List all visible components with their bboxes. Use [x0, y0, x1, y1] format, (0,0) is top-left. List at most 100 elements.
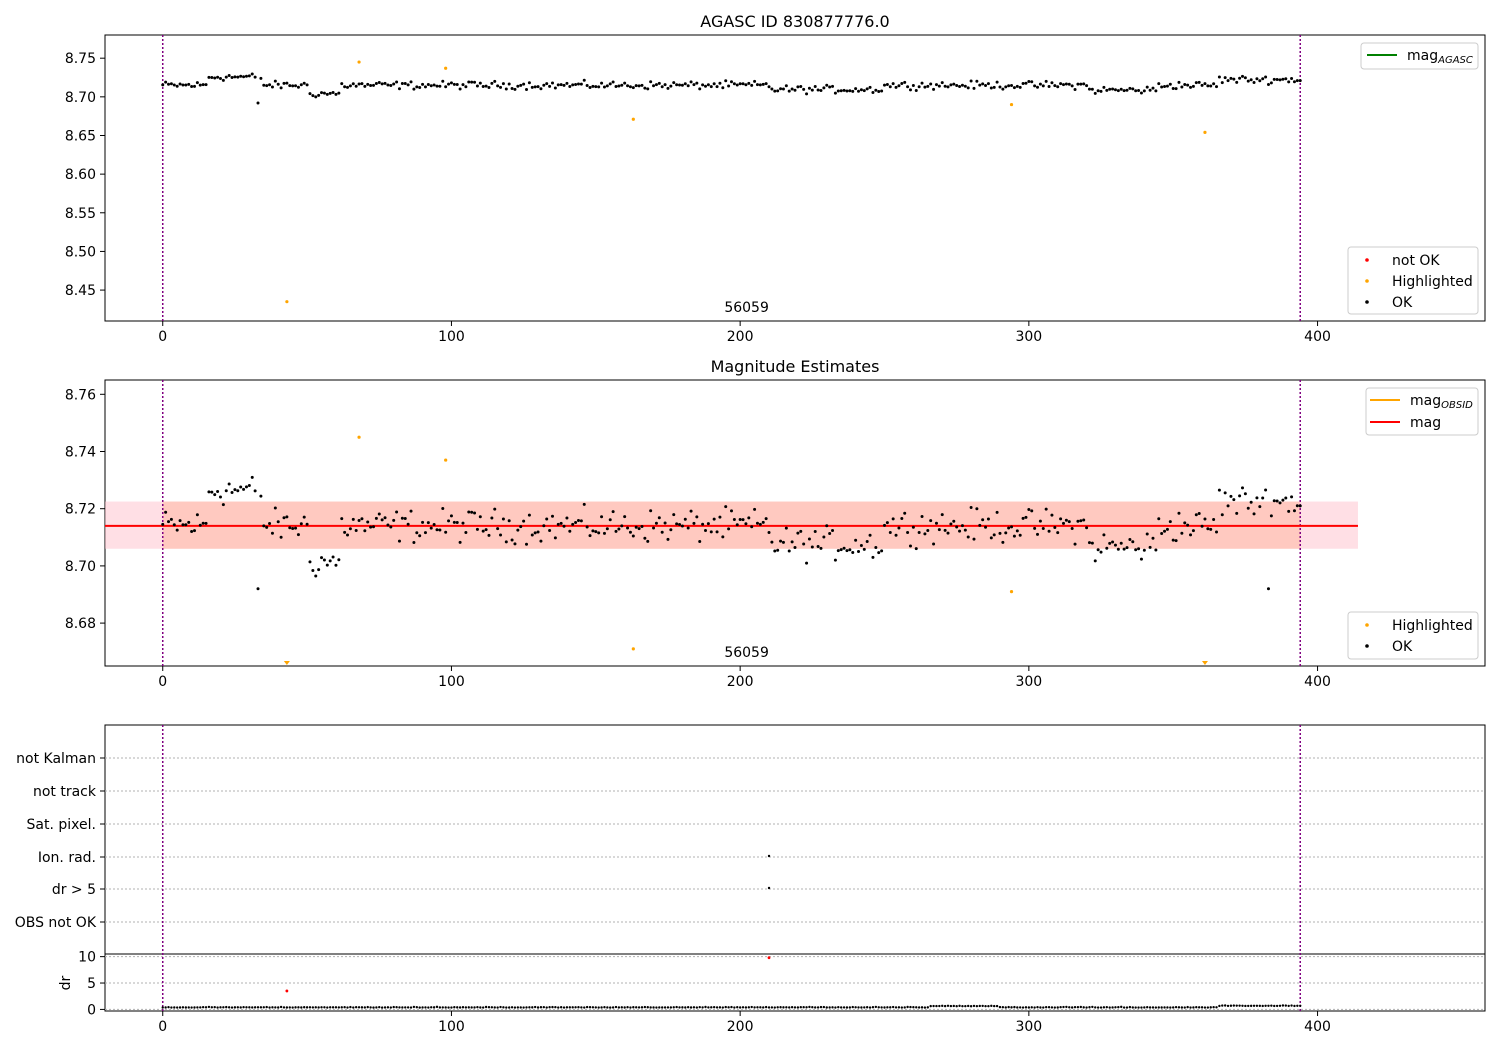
ok-point: [643, 86, 647, 90]
ok-point: [978, 523, 982, 527]
dr-point: [412, 1005, 416, 1009]
dr-point: [1108, 1006, 1111, 1009]
dr-point: [1056, 1006, 1059, 1009]
ok-point: [299, 522, 303, 526]
ok-point: [556, 83, 560, 87]
highlighted-clipped-marker: [1201, 661, 1208, 665]
ok-point: [692, 521, 696, 525]
x-tick-label: 0: [158, 329, 167, 345]
ok-point: [992, 85, 996, 89]
dr-point: [551, 1005, 554, 1009]
ok-point: [400, 81, 404, 85]
ok-point: [1064, 82, 1068, 86]
ok-point: [556, 522, 560, 526]
dr-point: [597, 1006, 600, 1009]
ok-point: [1180, 85, 1184, 89]
ok-point: [750, 83, 754, 87]
ok-point: [1010, 525, 1014, 529]
dr-point: [770, 1006, 774, 1009]
dr-point: [938, 1004, 941, 1008]
dr-point: [545, 1006, 548, 1009]
panel-2-title: Magnitude Estimates: [711, 357, 880, 376]
ok-point: [172, 83, 176, 87]
ok-point: [897, 526, 901, 530]
dr-point: [762, 1006, 765, 1009]
dr-point: [334, 1006, 338, 1009]
ok-point: [666, 86, 670, 90]
dr-point: [805, 1006, 808, 1009]
ok-point: [369, 525, 373, 529]
ok-point: [499, 533, 503, 537]
dr-point: [1033, 1006, 1036, 1009]
dr-point: [894, 1006, 898, 1009]
ok-point: [880, 89, 884, 93]
legend-label-mag-agasc: magAGASC: [1407, 48, 1473, 66]
ok-point: [210, 75, 214, 79]
ok-point: [527, 513, 531, 517]
ok-point: [210, 490, 214, 494]
dr-point: [886, 1006, 889, 1009]
dr-point: [1117, 1005, 1120, 1009]
ok-point: [1024, 515, 1028, 519]
dr-point: [357, 1006, 361, 1009]
ok-point: [467, 510, 471, 514]
ok-point: [747, 516, 751, 520]
ok-point: [865, 539, 869, 543]
dr-point: [505, 1006, 508, 1009]
dr-point: [349, 1005, 352, 1009]
dr-point: [692, 1006, 696, 1009]
ok-point: [831, 528, 835, 532]
dr-point: [259, 1006, 263, 1009]
dr-point: [548, 1006, 551, 1009]
dr-point: [190, 1006, 193, 1009]
ok-point: [631, 86, 635, 90]
dr-point: [790, 1006, 794, 1009]
ok-point: [1281, 77, 1285, 81]
ok-point: [1171, 87, 1175, 91]
ok-point: [1272, 499, 1276, 503]
ok-point: [1212, 82, 1216, 86]
ok-point: [652, 84, 656, 88]
dr-point: [1073, 1005, 1077, 1009]
ok-point: [204, 521, 208, 525]
dr-point: [297, 1006, 300, 1009]
dr-point: [236, 1006, 240, 1009]
ok-point: [831, 84, 835, 88]
ok-point: [833, 91, 837, 95]
ok-point: [496, 527, 500, 531]
ok-point: [813, 529, 817, 533]
ok-point: [779, 87, 783, 91]
ok-point: [1232, 77, 1236, 81]
ok-point: [1076, 519, 1080, 523]
dr-point: [995, 1004, 999, 1008]
ok-point: [568, 84, 572, 88]
ok-point: [1278, 501, 1282, 505]
dr-point: [1120, 1005, 1123, 1009]
ok-point: [917, 530, 921, 534]
ok-point: [320, 556, 324, 560]
ok-point: [623, 81, 627, 85]
ok-point: [1235, 511, 1239, 515]
ok-point: [842, 546, 846, 550]
ok-point: [161, 522, 165, 526]
ok-point: [412, 87, 416, 91]
ok-point: [374, 516, 378, 520]
ok-point: [406, 522, 410, 526]
ok-point: [1278, 78, 1282, 82]
ok-point: [819, 88, 823, 92]
ok-point: [371, 525, 375, 529]
dr-point: [476, 1005, 479, 1009]
dr-point: [187, 1006, 190, 1009]
y-tick-label: 8.76: [65, 387, 96, 403]
dr-point: [666, 1006, 670, 1009]
dr-point: [479, 1006, 482, 1009]
dr-point: [167, 1005, 170, 1009]
ok-point: [989, 536, 993, 540]
ok-point: [1085, 84, 1089, 88]
ok-point: [377, 80, 381, 84]
ok-point: [1269, 514, 1273, 518]
ok-point: [493, 507, 497, 511]
ok-point: [1021, 516, 1025, 520]
y-tick-label: 8.50: [65, 244, 96, 260]
ok-point: [1090, 541, 1094, 545]
